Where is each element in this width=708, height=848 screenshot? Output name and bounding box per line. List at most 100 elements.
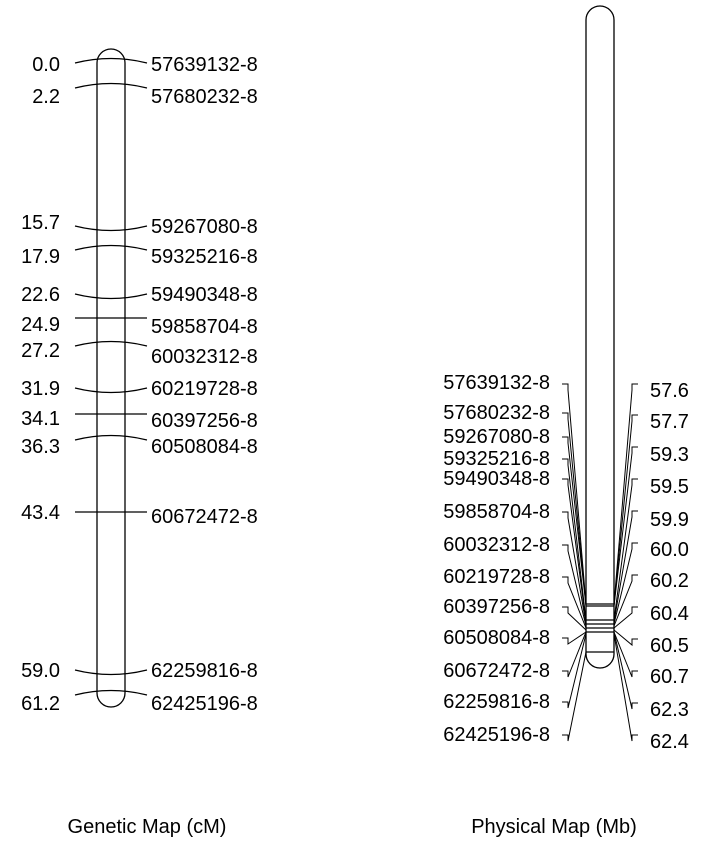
physical-chromosome-outline bbox=[585, 5, 615, 669]
physical-right-leader bbox=[613, 383, 638, 605]
genetic-marker-label: 59490348-8 bbox=[151, 284, 258, 306]
genetic-position-label: 31.9 bbox=[21, 378, 60, 400]
physical-marker-label: 62425196-8 bbox=[443, 724, 550, 746]
physical-position-label: 60.0 bbox=[650, 539, 689, 561]
genetic-marker-label: 62425196-8 bbox=[151, 693, 258, 715]
physical-position-label: 59.9 bbox=[650, 509, 689, 531]
genetic-map-caption: Genetic Map (cM) bbox=[68, 816, 227, 838]
physical-left-leader bbox=[562, 458, 587, 621]
genetic-marker-ticks bbox=[74, 57, 148, 696]
genetic-position-label: 27.2 bbox=[21, 340, 60, 362]
genetic-position-label: 2.2 bbox=[32, 86, 60, 108]
physical-marker-label: 59325216-8 bbox=[443, 448, 550, 470]
physical-position-label: 60.2 bbox=[650, 570, 689, 592]
physical-right-leader bbox=[613, 574, 638, 627]
genetic-chromosome-outline bbox=[96, 48, 126, 708]
genetic-tick bbox=[74, 669, 148, 676]
physical-left-leader bbox=[562, 631, 587, 678]
physical-position-label: 60.5 bbox=[650, 635, 689, 657]
genetic-position-label: 34.1 bbox=[21, 408, 60, 430]
genetic-tick bbox=[74, 340, 148, 347]
physical-marker-label: 60672472-8 bbox=[443, 660, 550, 682]
physical-left-leader bbox=[562, 436, 587, 607]
physical-right-leader bbox=[613, 633, 638, 742]
physical-right-leader bbox=[613, 631, 638, 710]
genetic-chromosome bbox=[96, 48, 126, 708]
genetic-tick bbox=[74, 434, 148, 441]
physical-position-labels: 57.6 57.7 59.3 59.5 59.9 60.0 60.2 60.4 60.5 60.7… bbox=[650, 380, 689, 753]
physical-left-leader bbox=[562, 412, 587, 607]
physical-left-leader bbox=[562, 631, 587, 645]
genetic-tick bbox=[74, 57, 148, 64]
genetic-marker-label: 60397256-8 bbox=[151, 410, 258, 432]
physical-right-leader bbox=[613, 446, 638, 607]
physical-marker-label: 59267080-8 bbox=[443, 426, 550, 448]
physical-right-leader bbox=[613, 606, 638, 629]
genetic-position-labels: 0.0 2.2 15.7 17.9 22.6 24.9 27.2 31.9 34.1 36.3 43… bbox=[21, 54, 60, 715]
physical-right-leader bbox=[613, 631, 638, 678]
physical-right-leader bbox=[613, 478, 638, 621]
genetic-tick bbox=[74, 293, 148, 300]
genetic-position-label: 61.2 bbox=[21, 693, 60, 715]
physical-position-label: 60.4 bbox=[650, 603, 689, 625]
physical-position-label: 62.4 bbox=[650, 731, 689, 753]
genetic-marker-label: 59858704-8 bbox=[151, 316, 258, 338]
genetic-position-label: 24.9 bbox=[21, 314, 60, 336]
physical-left-leader bbox=[562, 606, 587, 631]
physical-position-label: 59.3 bbox=[650, 444, 689, 466]
genetic-marker-label: 59325216-8 bbox=[151, 246, 258, 268]
genetic-position-label: 36.3 bbox=[21, 436, 60, 458]
physical-marker-label: 57639132-8 bbox=[443, 372, 550, 394]
physical-left-leader bbox=[562, 544, 587, 627]
physical-left-leader bbox=[562, 576, 587, 629]
genetic-position-label: 59.0 bbox=[21, 660, 60, 682]
physical-map-caption: Physical Map (Mb) bbox=[471, 816, 637, 838]
physical-right-leader bbox=[613, 542, 638, 625]
genetic-marker-labels: 57639132-8 57680232-8 59267080-8 59325216-8… bbox=[151, 54, 258, 715]
physical-marker-label: 60397256-8 bbox=[443, 596, 550, 618]
physical-position-label: 57.7 bbox=[650, 411, 689, 433]
genetic-tick bbox=[74, 689, 148, 696]
genetic-tick bbox=[74, 387, 148, 394]
genetic-marker-label: 62259816-8 bbox=[151, 660, 258, 682]
physical-marker-label: 59490348-8 bbox=[443, 468, 550, 490]
physical-position-label: 57.6 bbox=[650, 380, 689, 402]
physical-left-leader bbox=[562, 478, 587, 623]
genetic-marker-label: 60672472-8 bbox=[151, 506, 258, 528]
physical-chromosome bbox=[585, 5, 615, 669]
physical-right-leader bbox=[613, 629, 638, 647]
physical-left-leader bbox=[562, 651, 587, 742]
genetic-tick bbox=[74, 225, 148, 232]
genetic-position-label: 43.4 bbox=[21, 502, 60, 524]
genetic-tick bbox=[74, 82, 148, 89]
physical-left-leaders bbox=[562, 383, 587, 742]
genetic-marker-label: 60508084-8 bbox=[151, 436, 258, 458]
physical-right-leaders bbox=[613, 383, 638, 742]
genetic-position-label: 22.6 bbox=[21, 284, 60, 306]
physical-marker-label: 60219728-8 bbox=[443, 566, 550, 588]
physical-position-label: 62.3 bbox=[650, 699, 689, 721]
physical-marker-label: 60032312-8 bbox=[443, 534, 550, 556]
physical-left-leader bbox=[562, 383, 587, 605]
physical-marker-label: 62259816-8 bbox=[443, 691, 550, 713]
genetic-tick bbox=[74, 244, 148, 251]
genetic-position-label: 15.7 bbox=[21, 212, 60, 234]
genetic-position-label: 0.0 bbox=[32, 54, 60, 76]
physical-marker-label: 57680232-8 bbox=[443, 402, 550, 424]
physical-right-leader bbox=[613, 414, 638, 607]
genetic-marker-label: 60032312-8 bbox=[151, 346, 258, 368]
physical-right-leader bbox=[613, 510, 638, 623]
physical-marker-label: 60508084-8 bbox=[443, 627, 550, 649]
physical-position-label: 59.5 bbox=[650, 476, 689, 498]
genetic-marker-label: 59267080-8 bbox=[151, 216, 258, 238]
genetic-position-label: 17.9 bbox=[21, 246, 60, 268]
physical-position-label: 60.7 bbox=[650, 666, 689, 688]
genetic-marker-label: 57639132-8 bbox=[151, 54, 258, 76]
genetic-marker-label: 60219728-8 bbox=[151, 378, 258, 400]
physical-left-leader bbox=[562, 633, 587, 709]
physical-left-leader bbox=[562, 511, 587, 625]
genetic-marker-label: 57680232-8 bbox=[151, 86, 258, 108]
physical-marker-bands bbox=[586, 603, 614, 653]
